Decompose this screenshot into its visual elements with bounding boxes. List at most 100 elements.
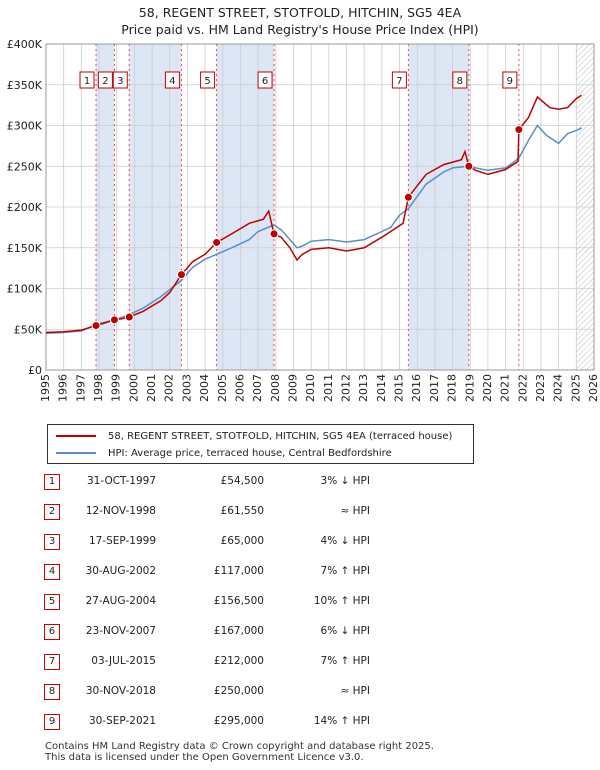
y-tick-label: £50K xyxy=(14,323,43,336)
x-tick-label: 2005 xyxy=(216,374,229,402)
table-row: 6 23-NOV-2007 £167,000 6% ↓ HPI xyxy=(0,622,600,644)
sale-number: 2 xyxy=(44,504,60,520)
sale-hpi: 7% ↑ HPI xyxy=(320,565,370,577)
chart-subtitle: Price paid vs. HM Land Registry's House … xyxy=(121,22,479,37)
x-tick-label: 2014 xyxy=(375,374,388,402)
sale-point xyxy=(403,192,413,202)
x-tick-label: 2008 xyxy=(269,374,282,402)
sale-number: 5 xyxy=(44,594,60,610)
sale-price: £65,000 xyxy=(220,535,264,547)
x-tick-label: 2021 xyxy=(499,374,512,402)
table-row: 7 03-JUL-2015 £212,000 7% ↑ HPI xyxy=(0,652,600,674)
sale-date: 17-SEP-1999 xyxy=(88,535,156,547)
event-marker-label: 8 xyxy=(457,76,463,87)
sale-price: £156,500 xyxy=(213,595,264,607)
x-tick-label: 1997 xyxy=(74,374,87,402)
legend-swatch-property xyxy=(56,435,96,437)
sale-point xyxy=(464,161,474,171)
y-tick-label: £150K xyxy=(7,242,43,255)
sale-point xyxy=(269,229,279,239)
x-tick-label: 2006 xyxy=(233,374,246,402)
sale-price: £250,000 xyxy=(213,685,264,697)
x-tick-label: 2011 xyxy=(322,374,335,402)
x-tick-label: 2013 xyxy=(357,374,370,402)
legend-label-hpi: HPI: Average price, terraced house, Cent… xyxy=(108,447,392,459)
sale-date: 27-AUG-2004 xyxy=(85,595,156,607)
sale-date: 30-NOV-2018 xyxy=(85,685,156,697)
plot-frame xyxy=(45,43,595,371)
table-row: 1 31-OCT-1997 £54,500 3% ↓ HPI xyxy=(0,472,600,494)
sale-number: 1 xyxy=(44,474,60,490)
x-tick-label: 2007 xyxy=(251,374,264,402)
sale-number: 9 xyxy=(44,714,60,730)
event-marker-label: 3 xyxy=(117,76,123,87)
sale-date: 31-OCT-1997 xyxy=(87,475,156,487)
series-line-hpi xyxy=(45,124,582,335)
footer: Contains HM Land Registry data © Crown c… xyxy=(45,741,434,763)
x-tick-label: 2016 xyxy=(410,374,423,402)
x-tick-label: 2004 xyxy=(198,374,211,402)
sale-price: £61,550 xyxy=(220,505,264,517)
x-tick-label: 2009 xyxy=(286,374,299,402)
sale-point xyxy=(109,315,119,325)
x-tick-label: 2020 xyxy=(481,374,494,402)
sale-point xyxy=(91,321,101,331)
sale-hpi: 3% ↓ HPI xyxy=(320,475,370,487)
sale-price: £54,500 xyxy=(220,475,264,487)
x-tick-label: 1999 xyxy=(110,374,123,402)
x-tick-label: 2026 xyxy=(587,374,600,402)
event-marker-box xyxy=(97,71,113,89)
event-marker-box xyxy=(452,71,468,89)
y-tick-label: £300K xyxy=(7,120,43,133)
sale-hpi: ≈ HPI xyxy=(340,505,370,517)
price-chart: 1 2 3 4 5 6 7 8 9£0£50K£100K£150K£200K£250K£300K… xyxy=(7,38,600,402)
series-line-property xyxy=(45,94,582,334)
table-row: 5 27-AUG-2004 £156,500 10% ↑ HPI xyxy=(0,592,600,614)
x-tick-label: 2017 xyxy=(428,374,441,402)
table-row: 2 12-NOV-1998 £61,550 ≈ HPI xyxy=(0,502,600,524)
sale-date: 23-NOV-2007 xyxy=(85,625,156,637)
sale-hpi: 10% ↑ HPI xyxy=(313,595,370,607)
sale-hpi: 14% ↑ HPI xyxy=(313,715,370,727)
x-tick-label: 2002 xyxy=(163,374,176,402)
legend-label-property: 58, REGENT STREET, STOTFOLD, HITCHIN, SG… xyxy=(108,430,453,442)
chart-legend: 58, REGENT STREET, STOTFOLD, HITCHIN, SG… xyxy=(47,424,474,464)
sale-point xyxy=(124,312,134,322)
event-marker-box xyxy=(257,71,273,89)
sale-date: 30-AUG-2002 xyxy=(85,565,156,577)
footer-licence: This data is licensed under the Open Gov… xyxy=(45,752,364,763)
legend-item-property: 58, REGENT STREET, STOTFOLD, HITCHIN, SG… xyxy=(56,429,452,443)
footer-copyright: Contains HM Land Registry data © Crown c… xyxy=(45,741,434,752)
x-tick-label: 2000 xyxy=(127,374,140,402)
sale-date: 12-NOV-1998 xyxy=(85,505,156,517)
event-marker-label: 6 xyxy=(262,76,268,87)
x-tick-label: 2023 xyxy=(534,374,547,402)
sale-number: 4 xyxy=(44,564,60,580)
sale-hpi: 4% ↓ HPI xyxy=(320,535,370,547)
sale-number: 8 xyxy=(44,684,60,700)
table-row: 3 17-SEP-1999 £65,000 4% ↓ HPI xyxy=(0,532,600,554)
sale-price: £167,000 xyxy=(213,625,264,637)
x-tick-label: 2024 xyxy=(552,374,565,402)
chart-title: 58, REGENT STREET, STOTFOLD, HITCHIN, SG… xyxy=(138,5,462,20)
x-tick-label: 1996 xyxy=(57,374,70,402)
sale-point xyxy=(176,270,186,280)
x-tick-label: 2012 xyxy=(340,374,353,402)
sale-hpi: ≈ HPI xyxy=(340,685,370,697)
sale-point xyxy=(212,237,222,247)
legend-item-hpi: HPI: Average price, terraced house, Cent… xyxy=(56,446,392,460)
event-marker-label: 7 xyxy=(396,76,402,87)
event-marker-label: 2 xyxy=(102,76,108,87)
event-marker-label: 1 xyxy=(84,76,90,87)
event-marker-label: 4 xyxy=(169,76,175,87)
sale-number: 6 xyxy=(44,624,60,640)
x-tick-label: 2018 xyxy=(446,374,459,402)
event-marker-label: 9 xyxy=(507,76,513,87)
x-tick-label: 2019 xyxy=(463,374,476,402)
sale-hpi: 6% ↓ HPI xyxy=(320,625,370,637)
x-tick-label: 2010 xyxy=(304,374,317,402)
event-marker-box xyxy=(79,71,95,89)
x-tick-label: 2015 xyxy=(393,374,406,402)
sale-date: 03-JUL-2015 xyxy=(91,655,156,667)
x-tick-label: 1995 xyxy=(39,374,52,402)
